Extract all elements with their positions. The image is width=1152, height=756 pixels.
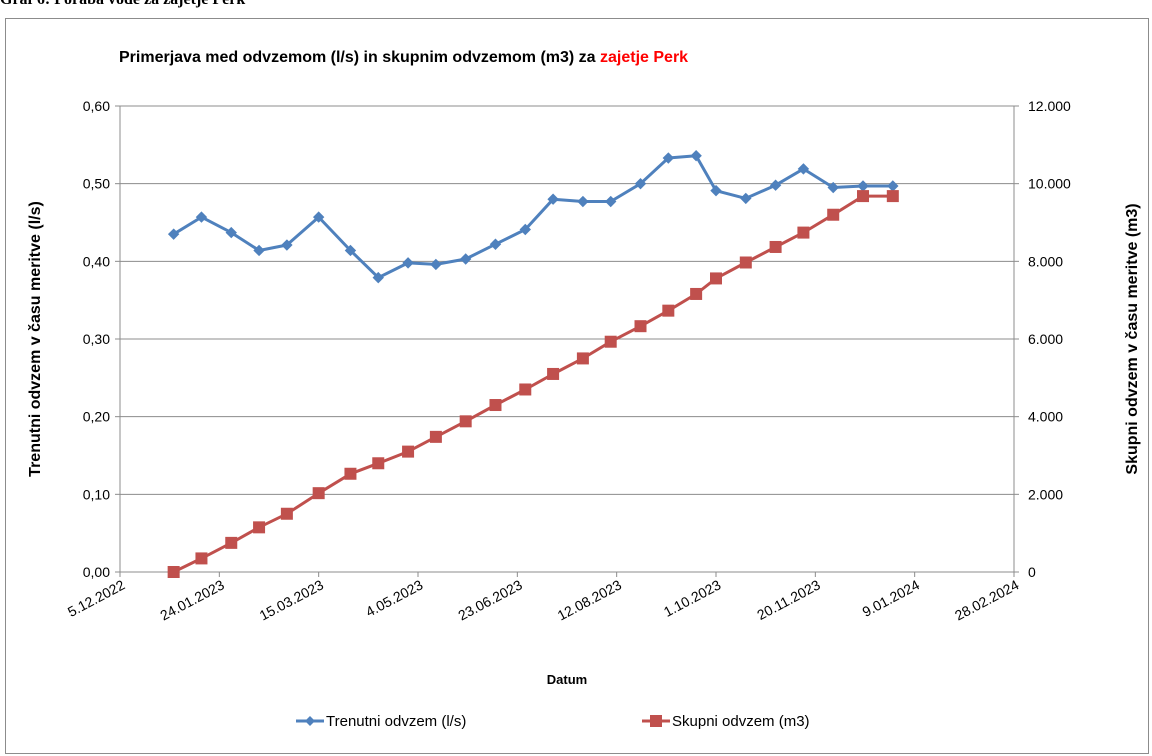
y-right-tick-label: 0 (1028, 564, 1036, 580)
y-axis-left-label: Trenutni odvzem v času meritve (l/s) (27, 201, 44, 477)
x-tick-label: 23.06.2023 (455, 576, 525, 623)
x-tick-label: 28.02.2024 (952, 576, 1022, 623)
series-skupni-point (769, 240, 782, 253)
series-trenutni-point (167, 228, 180, 240)
y-left-tick-label: 0,30 (83, 331, 110, 347)
chart-title-main: Primerjava med odvzemom (l/s) in skupnim… (119, 49, 600, 66)
series-trenutni-point (253, 244, 265, 257)
series-skupni-point (690, 287, 703, 300)
series-skupni-point (312, 487, 325, 500)
legend-trenutni-label: Trenutni odvzem (l/s) (326, 713, 466, 730)
series-skupni-point (372, 457, 385, 470)
axes: 0,00 0 0,10 2.000 0,20 4.000 0,30 6.000 0,40 8.00… (65, 98, 1071, 624)
series-trenutni-point (519, 223, 531, 236)
legend-skupni-marker (650, 715, 662, 727)
y-left-tick-label: 0,60 (83, 98, 110, 114)
series-trenutni-point (887, 180, 899, 192)
series-trenutni-point (740, 192, 752, 205)
series-trenutni-point (225, 226, 237, 239)
y-right-tick-label: 6.000 (1028, 331, 1063, 347)
series-skupni-point (604, 335, 617, 348)
series-skupni-point (225, 536, 238, 549)
series-skupni-point (489, 399, 502, 412)
series-trenutni-point (690, 149, 702, 162)
y-right-tick-label: 2.000 (1028, 486, 1063, 502)
series-skupni-point (402, 445, 415, 458)
series-skupni-point (634, 320, 647, 333)
y-right-tick-label: 12.000 (1028, 98, 1071, 114)
y-right-tick-label: 10.000 (1028, 176, 1071, 192)
y-right-tick-label: 4.000 (1028, 409, 1063, 425)
series-skupni-point (857, 190, 870, 203)
series-trenutni-point (604, 195, 617, 208)
series-trenutni-point (372, 271, 384, 284)
x-tick-label: 15.03.2023 (257, 576, 327, 623)
series-skupni-point (253, 521, 266, 534)
y-left-tick-label: 0,00 (83, 564, 110, 580)
series-skupni-point (429, 430, 442, 443)
series-layer (167, 149, 899, 578)
x-axis-label: Datum (547, 672, 587, 687)
y-axis-right-label: Skupni odvzem v času meritve (m3) (1124, 203, 1141, 474)
series-trenutni-point (662, 152, 675, 164)
y-left-tick-label: 0,10 (83, 486, 110, 502)
series-skupni-point (797, 226, 810, 239)
y-right-tick-label: 8.000 (1028, 253, 1063, 269)
series-trenutni-point (489, 238, 502, 250)
series-skupni-point (344, 467, 357, 480)
x-tick-label: 9.01.2024 (860, 576, 923, 619)
x-tick-label: 12.08.2023 (555, 576, 625, 623)
chart-title: Primerjava med odvzemom (l/s) in skupnim… (119, 49, 688, 66)
grid-lines (120, 105, 1014, 495)
series-trenutni-point (577, 195, 589, 208)
series-trenutni-point (430, 258, 442, 271)
series-trenutni-point (281, 239, 293, 251)
x-tick-label: 4.05.2023 (363, 576, 426, 619)
series-skupni-point (710, 272, 722, 285)
chart-frame (5, 18, 1149, 754)
series-trenutni-point (459, 253, 472, 265)
y-left-tick-label: 0,40 (83, 253, 110, 269)
series-skupni-point (459, 415, 472, 428)
series-skupni-point (886, 190, 899, 203)
document-heading: Graf 6: Poraba vode za zajetje Perk (0, 0, 245, 9)
y-left-tick-label: 0,20 (83, 409, 110, 425)
series-skupni-point (167, 566, 180, 578)
legend-trenutni-marker (305, 716, 315, 726)
series-trenutni-point (547, 193, 559, 205)
series-trenutni-point (634, 177, 647, 190)
series-skupni-point (739, 256, 752, 269)
chart-title-highlight: zajetje Perk (600, 49, 688, 66)
series-skupni-point (195, 552, 208, 565)
x-tick-label: 24.01.2023 (157, 576, 227, 623)
x-tick-label: 5.12.2022 (65, 576, 128, 619)
series-trenutni-point (797, 163, 810, 175)
series-trenutni-point (402, 257, 414, 269)
series-skupni-point (547, 367, 560, 380)
series-skupni-point (662, 304, 675, 317)
series-trenutni-point (195, 211, 208, 223)
series-skupni-point (280, 507, 293, 520)
series-trenutni-line (172, 154, 893, 280)
series-trenutni-point (827, 181, 839, 194)
series-trenutni-point (769, 179, 782, 191)
legend: Trenutni odvzem (l/s) Skupni odvzem (m3) (296, 713, 810, 730)
series-skupni-point (519, 383, 532, 396)
series-skupni-point (827, 208, 840, 221)
x-tick-label: 1.10.2023 (661, 576, 724, 619)
y-left-tick-label: 0,50 (83, 176, 110, 192)
legend-skupni-label: Skupni odvzem (m3) (672, 713, 810, 730)
series-trenutni-point (312, 211, 325, 223)
series-skupni-point (576, 352, 589, 365)
series-trenutni-point (857, 180, 869, 192)
series-trenutni-point (710, 184, 722, 197)
series-trenutni-point (344, 244, 357, 257)
x-tick-label: 20.11.2023 (754, 576, 823, 623)
